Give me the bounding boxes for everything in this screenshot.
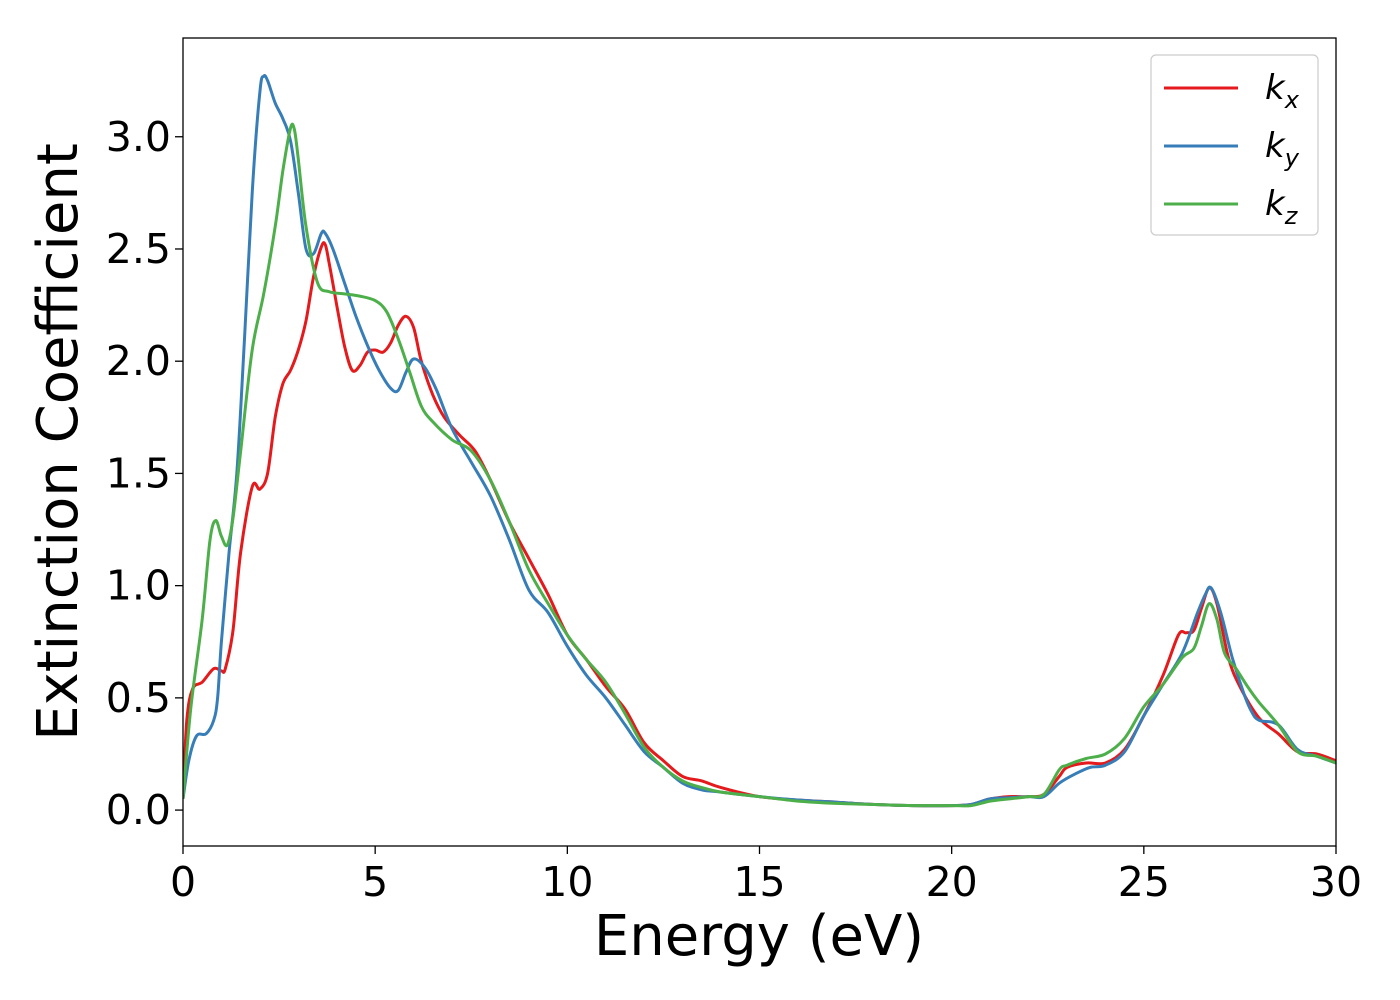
- x-tick-label: 0: [170, 858, 196, 906]
- y-axis-title: Extinction Coefficient: [26, 143, 91, 741]
- y-tick-label: 2.0: [106, 337, 171, 385]
- x-tick-label: 20: [926, 858, 978, 906]
- y-tick-label: 3.0: [106, 113, 171, 161]
- x-tick-label: 30: [1310, 858, 1362, 906]
- series-line-kz: [183, 122, 1336, 808]
- y-tick-label: 0.0: [106, 786, 171, 834]
- series-layer: [183, 73, 1336, 808]
- legend-label-kz: kz: [1265, 184, 1299, 230]
- x-tick-label: 25: [1118, 858, 1170, 906]
- y-tick-label: 0.5: [106, 674, 171, 722]
- x-axis-title: Energy (eV): [594, 904, 924, 969]
- y-tick-label: 1.5: [106, 449, 171, 497]
- x-tick-label: 10: [541, 858, 593, 906]
- y-tick-label: 2.5: [106, 225, 171, 273]
- x-axis: 0 5 10 15 20 25 30: [170, 846, 1362, 906]
- y-axis: 0.0 0.5 1.0 1.5 2.0 2.5 3.0: [106, 113, 183, 834]
- x-tick-label: 5: [362, 858, 388, 906]
- x-tick-label: 15: [733, 858, 785, 906]
- y-tick-label: 1.0: [106, 562, 171, 610]
- series-line-kx: [183, 241, 1336, 808]
